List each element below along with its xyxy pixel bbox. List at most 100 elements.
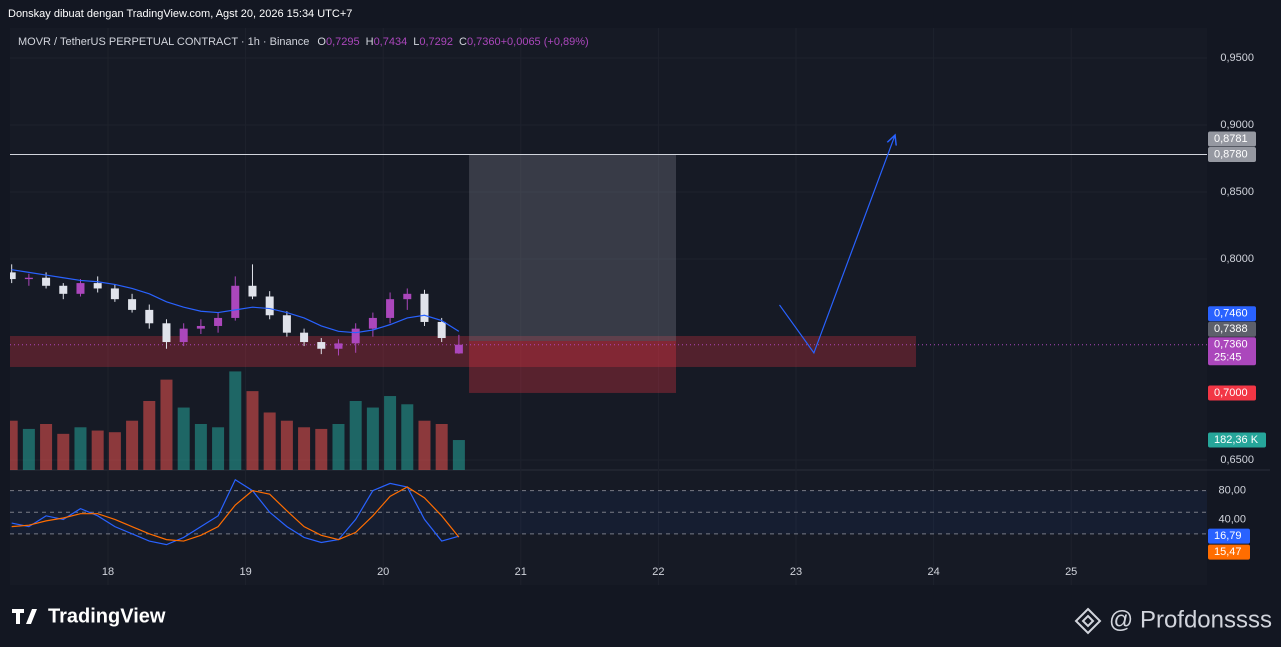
candle-body	[282, 315, 291, 333]
candle-body	[76, 283, 85, 294]
x-tick-label: 19	[239, 566, 251, 578]
candle-body	[300, 332, 309, 343]
volume-bar	[452, 440, 465, 470]
x-tick-label: 18	[102, 566, 114, 578]
candle-body	[93, 283, 102, 289]
candle-body	[334, 343, 343, 349]
volume-bar	[212, 427, 225, 470]
candle-body	[162, 323, 171, 343]
price-marker	[1208, 385, 1256, 401]
volume-bar	[435, 423, 448, 470]
legend-value: 0,7295	[326, 36, 360, 48]
y-tick-label: 0,9500	[1220, 52, 1254, 64]
x-tick-label: 24	[927, 566, 939, 578]
volume-bar	[366, 407, 379, 470]
candle-body	[179, 328, 188, 343]
position-stop	[469, 340, 677, 393]
price-marker-label: 0,8781	[1214, 133, 1248, 145]
price-marker	[1208, 146, 1256, 162]
x-tick-label: 25	[1065, 566, 1077, 578]
y-tick-label: 0,8000	[1220, 253, 1254, 265]
author-mark: @ Profdonssss	[1074, 606, 1272, 635]
author: @ Profdonssss	[1109, 606, 1272, 633]
x-tick-label: 20	[377, 566, 389, 578]
volume-bar	[160, 379, 173, 470]
x-tick-label: 23	[790, 566, 802, 578]
candle-body	[351, 328, 360, 344]
candle-body	[265, 296, 274, 316]
price-marker	[1208, 544, 1250, 560]
legend-value: +0,0065 (+0,89%)	[501, 36, 589, 48]
legend-key: L	[413, 36, 419, 48]
legend-value: 0,7360	[467, 36, 501, 48]
candle-body	[248, 285, 257, 297]
price-marker-label: 0,8780	[1214, 148, 1248, 160]
volume-bar	[298, 427, 311, 470]
legend-value: 0,7292	[419, 36, 453, 48]
price-marker-label: 16,79	[1214, 530, 1242, 542]
volume-bar	[126, 420, 139, 470]
price-marker	[1208, 337, 1256, 366]
price-marker	[1208, 131, 1256, 147]
price-marker-label: 0,7388	[1214, 323, 1248, 335]
support-zone	[10, 336, 916, 367]
candle-body	[403, 293, 412, 300]
legend-key: O	[317, 36, 326, 48]
volume-bar	[246, 391, 259, 470]
volume-bar	[229, 371, 242, 470]
price-marker-label: 15,47	[1214, 546, 1242, 558]
price-marker	[1208, 306, 1256, 322]
candle-body	[10, 272, 16, 280]
price-marker	[1208, 432, 1266, 448]
volume-bar	[401, 404, 414, 470]
volume-bar	[91, 430, 104, 470]
price-marker-label: 0,7000	[1214, 387, 1248, 399]
candle-body	[454, 344, 463, 354]
candle-body	[231, 285, 240, 318]
volume-bar	[143, 400, 156, 470]
price-marker-label: 0,7360	[1214, 339, 1248, 351]
oscillator-tick-label: 40,00	[1218, 513, 1246, 525]
legend-key: H	[366, 36, 374, 48]
volume-bar	[384, 396, 397, 470]
volume-bar	[349, 400, 362, 470]
x-tick-label: 21	[515, 566, 527, 578]
candle-body	[214, 317, 223, 326]
candle-body	[386, 299, 395, 318]
oscillator-tick-label: 80,00	[1218, 485, 1246, 497]
volume-bar	[263, 412, 276, 470]
legend: MOVR / TetherUS PERPETUAL CONTRACT · 1h …	[18, 36, 589, 48]
volume-bar	[280, 420, 293, 470]
price-marker	[1208, 528, 1250, 544]
y-tick-label: 0,6500	[1220, 454, 1254, 466]
candle-body	[59, 285, 68, 294]
candle-body	[437, 321, 446, 339]
moving-average	[11, 269, 460, 334]
price-marker-label: 182,36 K	[1214, 434, 1259, 446]
volume-bar	[177, 407, 190, 470]
price-marker	[1208, 321, 1256, 337]
candle-body	[317, 342, 326, 349]
x-tick-label: 22	[652, 566, 664, 578]
plot	[10, 28, 1207, 585]
logo: TradingView	[12, 605, 166, 627]
candle-body	[368, 317, 377, 329]
volume-bar	[22, 428, 35, 470]
countdown: 25:45	[1214, 352, 1242, 364]
oscillator-band	[10, 490, 1207, 534]
candle-body	[110, 288, 119, 300]
legend-key: C	[459, 36, 467, 48]
volume-bar	[418, 420, 431, 470]
oscillator-line	[11, 478, 460, 546]
symbol: MOVR / TetherUS PERPETUAL CONTRACT · 1h …	[18, 36, 309, 48]
volume-bar	[74, 427, 87, 470]
legend-value: 0,7434	[374, 36, 408, 48]
volume-bar	[194, 423, 207, 470]
brand: TradingView	[48, 605, 166, 627]
header: Donskay dibuat dengan TradingView.com, A…	[8, 8, 352, 20]
candle-body	[196, 325, 205, 329]
y-tick-label: 0,9000	[1220, 119, 1254, 131]
volume-bar	[10, 420, 18, 470]
price-marker-label: 0,7460	[1214, 308, 1248, 320]
